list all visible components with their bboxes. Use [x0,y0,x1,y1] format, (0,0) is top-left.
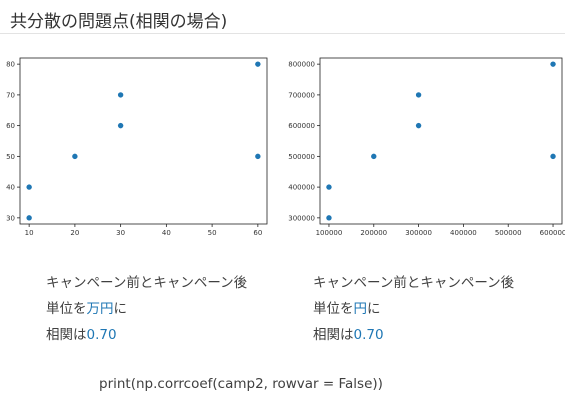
y-tick-label: 800000 [288,61,315,69]
y-tick-label: 60 [6,122,15,130]
caption-yen: キャンペーン前とキャンペーン後 単位を円に 相関は0.70 [313,270,514,348]
x-tick-label: 50 [208,229,217,237]
y-tick-label: 50 [6,153,15,161]
data-point [117,122,124,129]
data-point [550,61,556,67]
data-point [26,215,32,221]
scatter-plot-svg-manyen: 10 20 30 40 50 60 30 40 50 60 70 80 [6,57,268,237]
x-tick-label: 30 [116,229,125,237]
x-tick-label: 600000 [540,229,565,237]
y-tick-label: 30 [6,214,15,222]
y-tick-label: 80 [6,61,15,69]
x-tick-label: 500000 [495,229,522,237]
data-point [371,153,377,160]
data-point [255,61,261,67]
data-point [117,92,124,98]
y-tick-label: 40 [6,184,15,192]
caption-line-correlation: 相関は0.70 [313,322,514,348]
data-point [255,153,261,160]
y-tick-label: 400000 [288,184,315,192]
x-tick-label: 400000 [450,229,477,237]
data-point [326,215,332,221]
caption-line-correlation: 相関は0.70 [46,322,247,348]
x-tick-label: 10 [25,229,34,237]
x-tick-label: 20 [70,229,79,237]
caption-unit-suffix: に [367,301,381,317]
y-tick-label: 500000 [288,153,315,161]
plot-frame [19,57,268,225]
caption-line-unit: 単位を円に [313,296,514,322]
data-point [26,184,32,190]
x-tick-label: 100000 [316,229,343,237]
caption-unit-suffix: に [113,301,128,317]
caption-unit-highlight: 万円 [86,301,114,317]
caption-correlation-value: 0.70 [353,327,384,343]
y-tick-label: 700000 [288,91,315,99]
x-tick-label: 60 [253,229,262,237]
caption-correlation-value: 0.70 [86,327,117,343]
caption-unit-prefix: 単位を [46,301,87,317]
caption-line-campaign: キャンペーン前とキャンペーン後 [313,275,515,291]
data-point [72,153,78,160]
x-tick-label: 300000 [405,229,432,237]
code-snippet: print(np.corrcoef(camp2, rowvar = False)… [99,376,383,392]
y-tick-label: 300000 [288,214,315,222]
caption-unit-highlight: 円 [353,301,368,317]
scatter-chart-manyen: 10 20 30 40 50 60 30 40 50 60 70 80 [0,55,270,244]
scatter-plot-svg-yen: 100000 200000 300000 400000 500000 600000 3000… [288,57,565,237]
x-tick-label: 200000 [360,229,387,237]
title-divider [0,33,565,34]
caption-manyen: キャンペーン前とキャンペーン後 単位を万円に 相関は0.70 [46,270,247,348]
x-tick-label: 40 [162,229,171,237]
y-tick-label: 70 [6,91,15,99]
data-point [415,122,422,129]
caption-line-campaign: キャンペーン前とキャンペーン後 [46,275,248,291]
scatter-chart-yen: 100000 200000 300000 400000 500000 600000 3000… [280,55,565,244]
caption-line-unit: 単位を万円に [46,296,247,322]
y-tick-label: 600000 [288,122,315,130]
caption-correlation-prefix: 相関は [313,327,354,343]
slide-title: 共分散の問題点(相関の場合) [10,12,228,32]
data-point [326,184,332,190]
caption-correlation-prefix: 相関は [46,327,87,343]
caption-unit-prefix: 単位を [313,301,354,317]
data-point [415,92,422,98]
plot-frame [319,57,563,225]
data-point [550,153,556,160]
